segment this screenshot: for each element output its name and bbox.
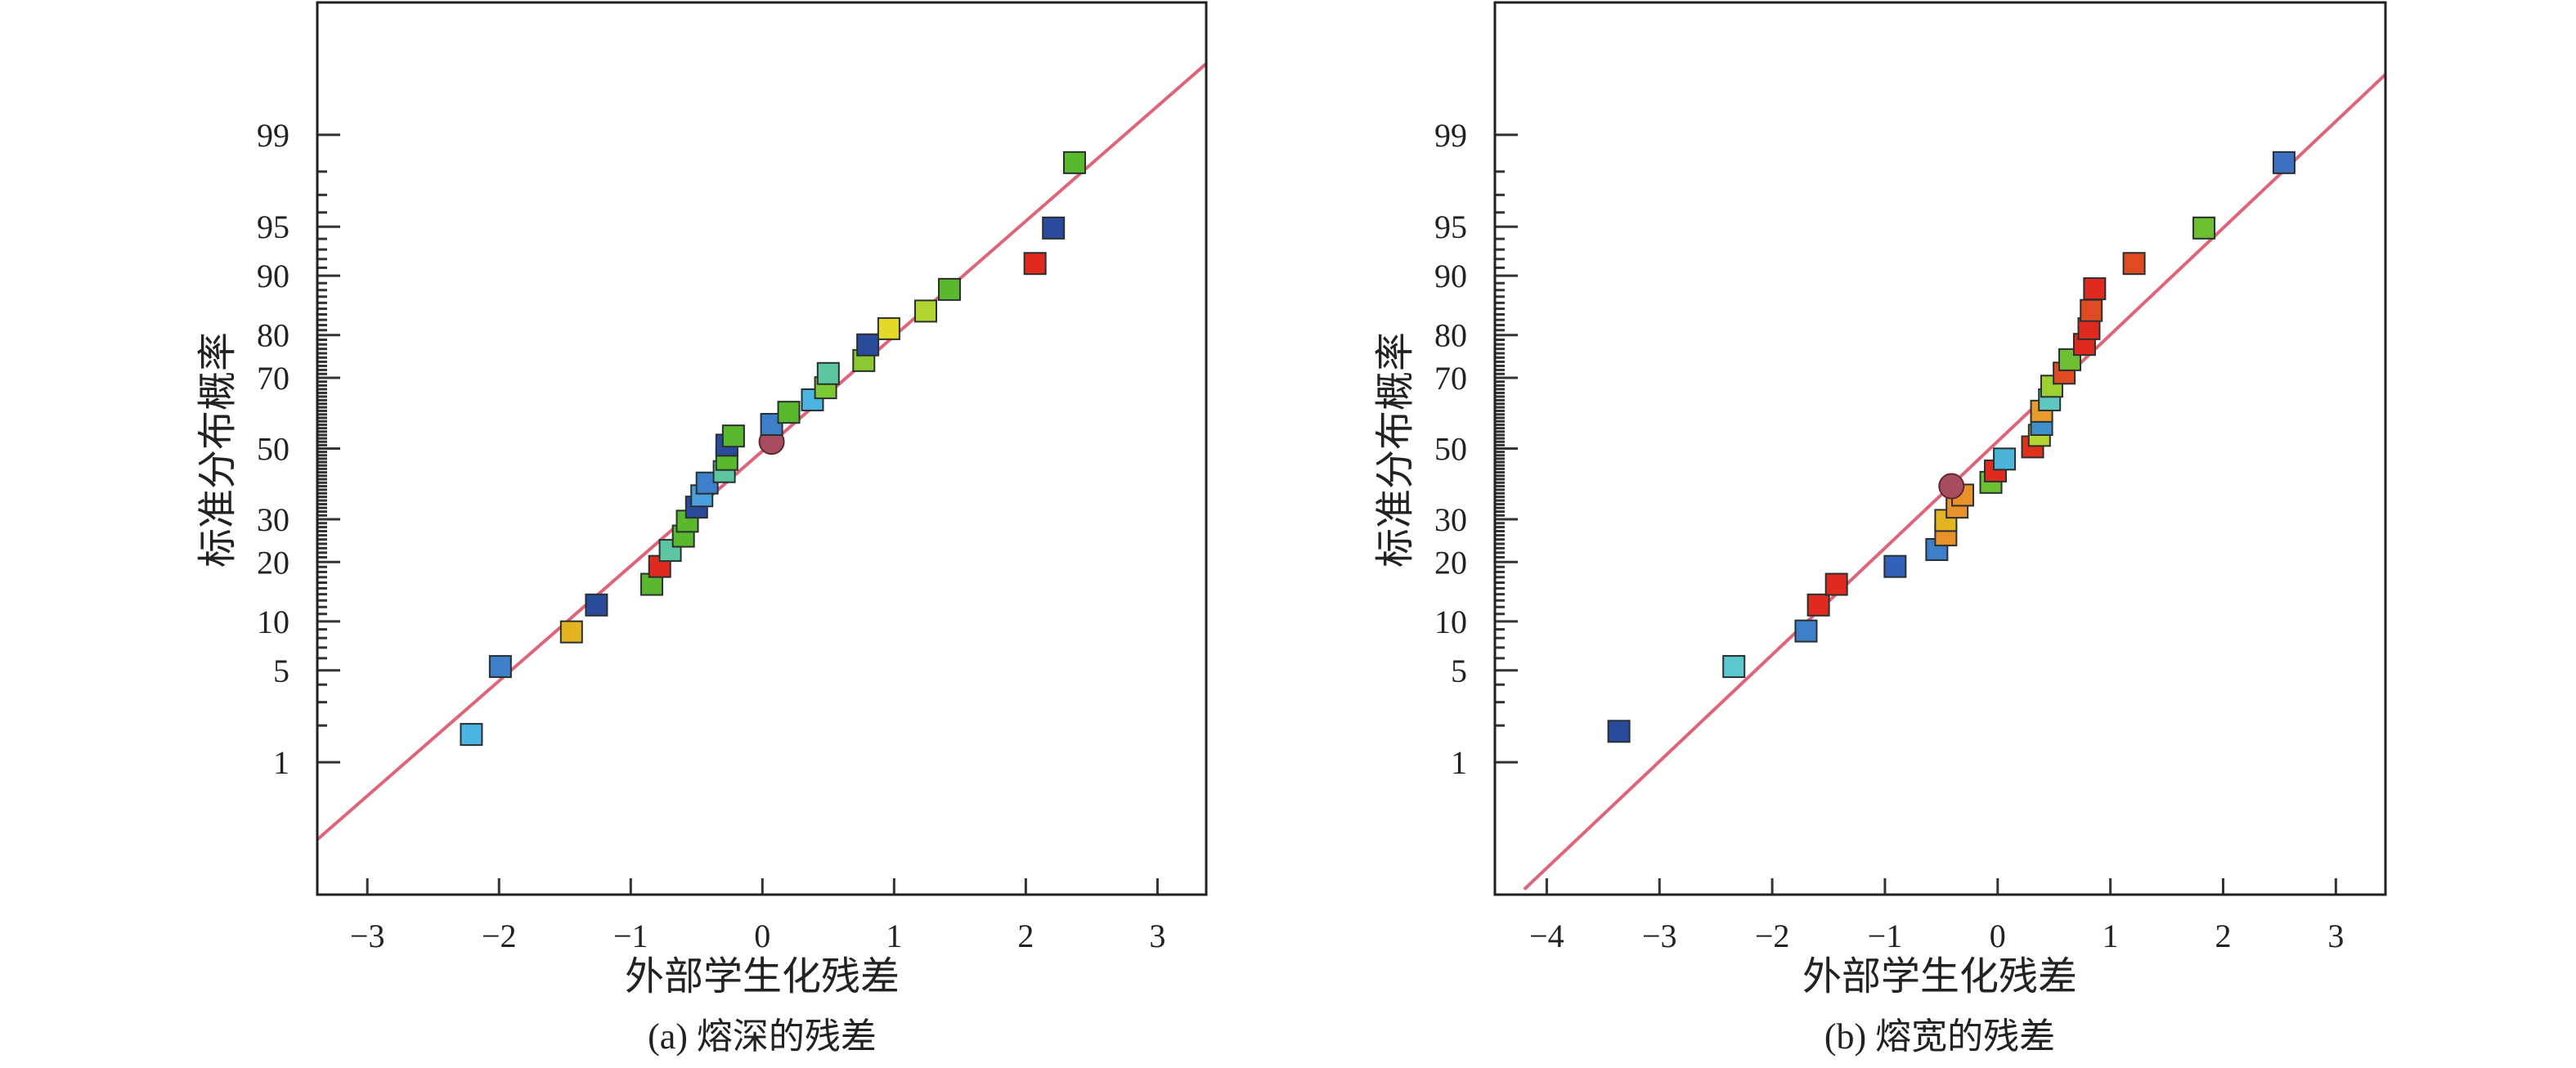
x-tick-label: 0 <box>754 918 770 954</box>
data-point <box>777 401 801 424</box>
data-point <box>1824 572 1848 596</box>
x-tick-label: 3 <box>1149 918 1165 954</box>
data-point <box>2122 252 2146 276</box>
y-tick-label: 5 <box>273 653 289 689</box>
data-point <box>488 655 512 679</box>
x-tick-label: −2 <box>482 918 517 954</box>
panel-a-depth-residuals: 外部学生化残差 标准分布概率 (a) 熔深的残差 151020305070809… <box>195 1 1208 1057</box>
y-tick-label: 50 <box>257 431 289 468</box>
y-tick-label: 95 <box>257 209 289 245</box>
data-point <box>2083 277 2107 301</box>
data-point <box>1883 554 1907 578</box>
y-tick-label: 1 <box>273 744 289 781</box>
data-point <box>2272 150 2296 174</box>
y-tick-label: 90 <box>257 258 289 294</box>
y-tick-label: 30 <box>1434 501 1467 538</box>
data-point <box>559 620 583 644</box>
data-point <box>1023 252 1047 276</box>
data-point <box>2192 216 2216 240</box>
data-point-circle <box>1938 473 1965 500</box>
data-point <box>1806 593 1830 617</box>
panel-b-width-residuals: 外部学生化残差 标准分布概率 (b) 熔宽的残差 151020305070809… <box>1372 1 2387 1057</box>
y-tick-label: 80 <box>257 317 289 354</box>
x-tick-label: 0 <box>1990 918 2006 954</box>
data-point <box>816 361 840 385</box>
data-point <box>1607 720 1631 743</box>
caption: (b) 熔宽的残差 <box>1824 1016 2055 1057</box>
y-tick-label: 10 <box>257 604 289 640</box>
y-tick-label: 70 <box>257 360 289 397</box>
data-point <box>1794 619 1818 643</box>
plot-frame <box>316 1 1208 896</box>
caption: (a) 熔深的残差 <box>648 1016 877 1057</box>
x-tick-label: 1 <box>886 918 902 954</box>
y-axis-title: 标准分布概率 <box>195 332 240 568</box>
data-point <box>721 424 745 448</box>
y-tick-label: 5 <box>1451 653 1467 689</box>
y-tick-label: 80 <box>1434 317 1467 354</box>
x-tick-label: −1 <box>613 918 648 954</box>
x-tick-label: −2 <box>1755 918 1790 954</box>
data-point <box>877 316 900 340</box>
data-point <box>1993 447 2017 471</box>
x-axis-title: 外部学生化残差 <box>625 954 900 999</box>
y-tick-label: 20 <box>257 544 289 581</box>
x-axis-title: 外部学生化残差 <box>1802 954 2077 999</box>
y-tick-label: 10 <box>1434 604 1467 640</box>
y-tick-label: 99 <box>1434 117 1467 154</box>
data-point <box>460 723 483 747</box>
data-point <box>1722 655 1746 679</box>
x-tick-label: 2 <box>1017 918 1034 954</box>
y-tick-label: 30 <box>257 501 289 538</box>
x-tick-label: 1 <box>2103 918 2119 954</box>
y-tick-label: 20 <box>1434 544 1467 581</box>
data-point <box>585 593 608 617</box>
x-tick-label: 2 <box>2215 918 2231 954</box>
data-point <box>658 539 682 563</box>
data-point <box>1062 150 1086 174</box>
y-tick-label: 95 <box>1434 209 1467 245</box>
y-tick-label: 90 <box>1434 258 1467 294</box>
x-tick-label: −3 <box>350 918 385 954</box>
x-tick-label: 3 <box>2327 918 2344 954</box>
data-point <box>913 299 937 323</box>
data-point <box>801 388 824 411</box>
y-tick-label: 70 <box>1434 360 1467 397</box>
plot-frame <box>1493 1 2387 896</box>
data-point <box>1042 216 1066 240</box>
data-point <box>937 277 961 301</box>
y-tick-label: 1 <box>1451 744 1467 781</box>
y-tick-label: 50 <box>1434 431 1467 468</box>
y-axis-title: 标准分布概率 <box>1372 332 1418 568</box>
y-tick-label: 99 <box>257 117 289 154</box>
x-tick-label: −4 <box>1529 918 1564 954</box>
data-point <box>856 333 880 357</box>
x-tick-label: −1 <box>1868 918 1903 954</box>
data-point <box>2080 298 2103 322</box>
x-tick-label: −3 <box>1642 918 1677 954</box>
